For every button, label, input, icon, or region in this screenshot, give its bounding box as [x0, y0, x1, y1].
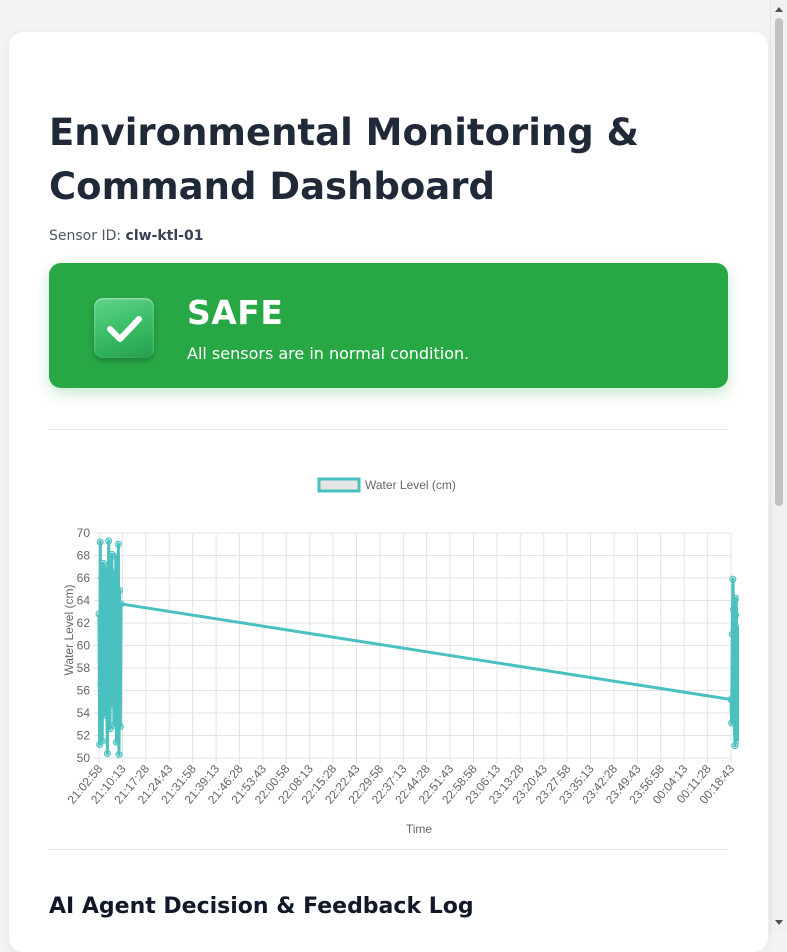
check-icon [94, 298, 154, 358]
data-point[interactable] [734, 639, 739, 647]
data-point[interactable] [101, 655, 109, 663]
scroll-down-arrow-icon[interactable] [775, 920, 783, 925]
y-tick-label: 54 [77, 706, 91, 720]
data-point[interactable] [736, 733, 739, 740]
data-point[interactable] [735, 625, 739, 633]
data-point[interactable] [96, 538, 104, 546]
data-point[interactable] [113, 606, 121, 613]
data-point[interactable] [102, 564, 110, 572]
data-point[interactable] [116, 586, 124, 594]
data-point[interactable] [114, 663, 122, 671]
page-scrollbar[interactable] [770, 0, 787, 932]
sensor-id-line: Sensor ID: clw-ktl-01 [49, 228, 203, 244]
y-tick-label: 58 [77, 661, 91, 675]
x-axis-label: Time [406, 822, 433, 836]
data-point[interactable] [112, 553, 120, 561]
sensor-id-value: clw-ktl-01 [125, 228, 204, 244]
data-point[interactable] [735, 652, 739, 660]
y-tick-label: 66 [77, 571, 91, 585]
data-point[interactable] [110, 568, 118, 576]
divider [49, 429, 728, 430]
data-point[interactable] [732, 611, 739, 619]
y-axis-label: Water Level (cm) [62, 585, 76, 676]
sensor-id-label: Sensor ID: [49, 228, 122, 244]
data-point[interactable] [730, 714, 738, 721]
data-point[interactable] [111, 696, 119, 703]
data-point[interactable] [95, 610, 103, 618]
data-point[interactable] [114, 540, 122, 548]
data-point[interactable] [115, 751, 123, 759]
data-point[interactable] [117, 600, 125, 608]
water-level-line [97, 539, 739, 757]
data-point[interactable] [727, 696, 735, 703]
data-point[interactable] [733, 631, 739, 639]
data-point[interactable] [109, 622, 117, 630]
data-point[interactable] [97, 681, 105, 689]
chart-legend[interactable]: Water Level (cm) [317, 477, 456, 493]
data-point[interactable] [108, 550, 116, 558]
data-point[interactable] [107, 643, 115, 651]
data-point[interactable] [116, 723, 124, 730]
y-tick-label: 70 [77, 526, 91, 540]
data-point[interactable] [729, 575, 737, 583]
data-point[interactable] [101, 595, 109, 603]
status-title: SAFE [187, 293, 284, 332]
data-point[interactable] [110, 721, 118, 729]
data-point[interactable] [732, 594, 739, 602]
y-tick-label: 64 [77, 594, 91, 608]
legend-swatch [317, 477, 361, 493]
data-point[interactable] [730, 606, 738, 613]
data-point[interactable] [109, 701, 117, 709]
data-point[interactable] [104, 615, 112, 622]
data-point[interactable] [107, 581, 115, 589]
y-tick-label: 62 [77, 616, 91, 630]
dashboard-card: Environmental Monitoring & Command Dashb… [9, 32, 768, 952]
decision-log-title: AI Agent Decision & Feedback Log [49, 894, 474, 919]
y-tick-label: 68 [77, 549, 91, 563]
data-point[interactable] [105, 537, 113, 545]
data-point[interactable] [731, 742, 739, 750]
y-tick-label: 50 [77, 751, 91, 765]
status-message: All sensors are in normal condition. [187, 344, 470, 363]
status-banner: SAFE All sensors are in normal condition… [49, 263, 728, 388]
data-point[interactable] [105, 673, 113, 681]
scroll-up-arrow-icon[interactable] [775, 7, 783, 12]
divider [49, 849, 728, 850]
data-point[interactable] [98, 574, 106, 582]
data-point[interactable] [112, 738, 120, 746]
water-level-chart: Water Level (cm) 5052545658606264666870 … [62, 477, 739, 836]
page-title: Environmental Monitoring & Command Dashb… [49, 111, 639, 208]
data-point[interactable] [103, 750, 111, 757]
legend-label: Water Level (cm) [365, 478, 456, 492]
data-point[interactable] [98, 737, 106, 745]
y-tick-label: 60 [77, 639, 91, 653]
y-tick-label: 52 [77, 729, 91, 743]
data-point[interactable] [103, 691, 111, 699]
data-point[interactable] [99, 638, 107, 646]
y-tick-label: 56 [77, 684, 91, 698]
scrollbar-thumb[interactable] [775, 18, 783, 506]
data-point[interactable] [100, 711, 108, 719]
data-point[interactable] [728, 719, 736, 727]
